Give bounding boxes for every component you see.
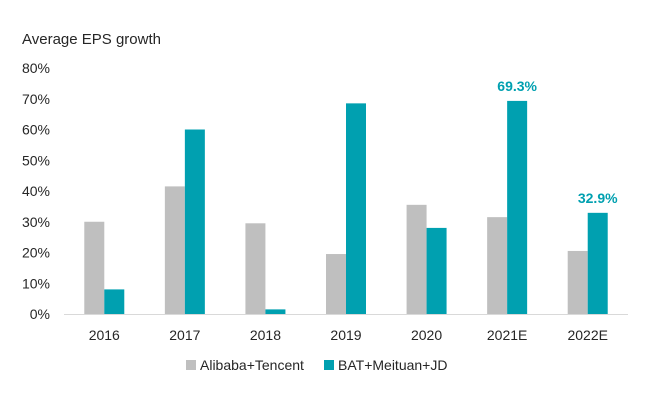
bar-alibaba-tencent-2018 — [245, 223, 266, 314]
bar-alibaba-tencent-2020 — [406, 204, 427, 314]
legend-swatch-alibaba-tencent — [186, 360, 196, 370]
bar-bat-meituan-jd-2021e — [507, 100, 528, 314]
bars — [84, 100, 608, 314]
legend-swatch-bat-meituan-jd — [324, 360, 334, 370]
bar-alibaba-tencent-2016 — [84, 221, 105, 314]
bar-alibaba-tencent-2022e — [567, 250, 588, 314]
x-tick-label: 2020 — [411, 327, 442, 343]
x-tick-label: 2016 — [89, 327, 120, 343]
y-tick-label: 50% — [22, 152, 50, 168]
y-tick-label: 60% — [22, 122, 50, 138]
bar-alibaba-tencent-2019 — [326, 254, 346, 314]
bar-bat-meituan-jd-2022e — [587, 212, 608, 314]
data-labels: 69.3% 32.9% — [497, 78, 618, 206]
x-tick-label: 2019 — [330, 327, 361, 343]
bar-alibaba-tencent-2021e — [487, 217, 508, 314]
y-tick-labels: 0% 10% 20% 30% 40% 50% 60% 70% 80% — [22, 60, 50, 322]
y-tick-label: 10% — [22, 275, 50, 291]
y-tick-label: 80% — [22, 60, 50, 76]
x-tick-label: 2021E — [487, 327, 527, 343]
y-tick-label: 20% — [22, 245, 50, 261]
x-tick-labels: 2016 2017 2018 2019 2020 2021E 2022E — [89, 327, 608, 343]
legend: Alibaba+Tencent BAT+Meituan+JD — [186, 357, 447, 373]
bar-alibaba-tencent-2017 — [164, 186, 185, 314]
legend-label-alibaba-tencent: Alibaba+Tencent — [200, 357, 304, 373]
y-tick-label: 70% — [22, 91, 50, 107]
y-tick-label: 0% — [30, 306, 50, 322]
bar-bat-meituan-jd-2018 — [265, 309, 286, 314]
x-tick-label: 2017 — [169, 327, 200, 343]
bar-bat-meituan-jd-2019 — [346, 103, 366, 314]
bar-bat-meituan-jd-2017 — [184, 129, 205, 314]
data-label: 32.9% — [578, 190, 618, 206]
y-axis-title: Average EPS growth — [22, 31, 161, 48]
y-tick-label: 30% — [22, 214, 50, 230]
y-tick-label: 40% — [22, 183, 50, 199]
data-label: 69.3% — [497, 78, 537, 94]
x-tick-label: 2018 — [250, 327, 281, 343]
legend-label-bat-meituan-jd: BAT+Meituan+JD — [338, 357, 447, 373]
bar-bat-meituan-jd-2016 — [104, 289, 125, 314]
bar-bat-meituan-jd-2020 — [426, 227, 447, 314]
x-tick-label: 2022E — [567, 327, 607, 343]
